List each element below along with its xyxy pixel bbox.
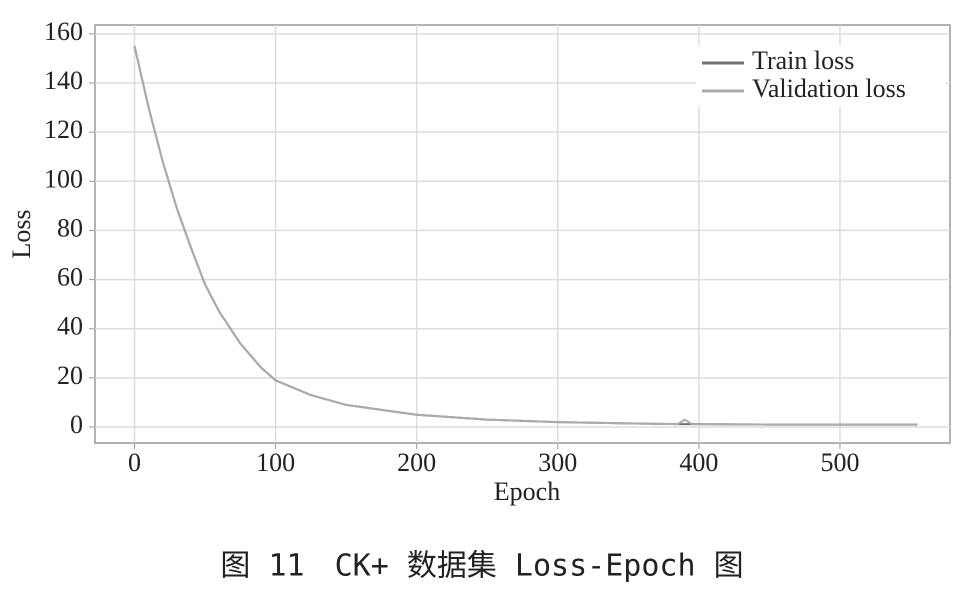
y-tick-label: 20 xyxy=(57,361,83,390)
legend-box xyxy=(696,45,946,107)
y-tick-label: 40 xyxy=(57,312,83,341)
y-axis-label: Loss xyxy=(7,209,36,258)
x-tick-label: 100 xyxy=(256,448,295,477)
y-tick-label: 140 xyxy=(44,66,83,95)
x-tick-label: 500 xyxy=(820,448,859,477)
x-tick-label: 400 xyxy=(679,448,718,477)
x-tick-label: 200 xyxy=(397,448,436,477)
x-tick-label: 300 xyxy=(538,448,577,477)
x-tick-label: 0 xyxy=(128,448,141,477)
y-tick-label: 60 xyxy=(57,263,83,292)
x-axis-label: Epoch xyxy=(494,477,560,506)
y-tick-label: 0 xyxy=(70,410,83,439)
y-tick-label: 160 xyxy=(44,17,83,46)
y-tick-label: 100 xyxy=(44,164,83,193)
caption: 图 11 CK+ 数据集 Loss-Epoch 图 xyxy=(220,549,743,584)
y-tick-label: 120 xyxy=(44,115,83,144)
legend-label: Train loss xyxy=(752,46,854,75)
y-tick-label: 80 xyxy=(57,213,83,242)
legend-label: Validation loss xyxy=(752,74,906,103)
loss-line xyxy=(133,45,918,426)
